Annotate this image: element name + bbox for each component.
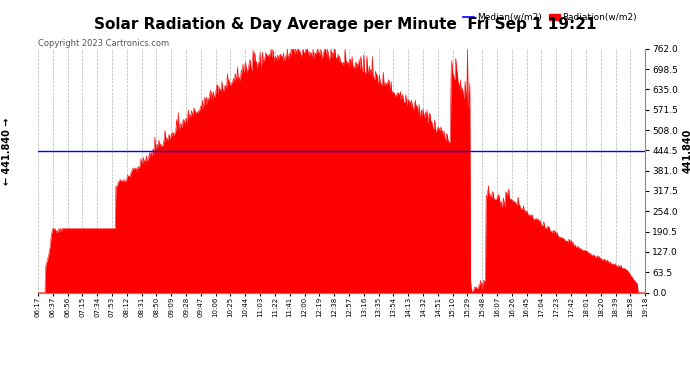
Legend: Median(w/m2), Radiation(w/m2): Median(w/m2), Radiation(w/m2) <box>460 9 640 26</box>
Text: Solar Radiation & Day Average per Minute  Fri Sep 1 19:21: Solar Radiation & Day Average per Minute… <box>94 17 596 32</box>
Text: ← 441.840 →: ← 441.840 → <box>2 117 12 185</box>
Text: Copyright 2023 Cartronics.com: Copyright 2023 Cartronics.com <box>38 39 169 48</box>
Text: 441.840: 441.840 <box>683 129 690 173</box>
